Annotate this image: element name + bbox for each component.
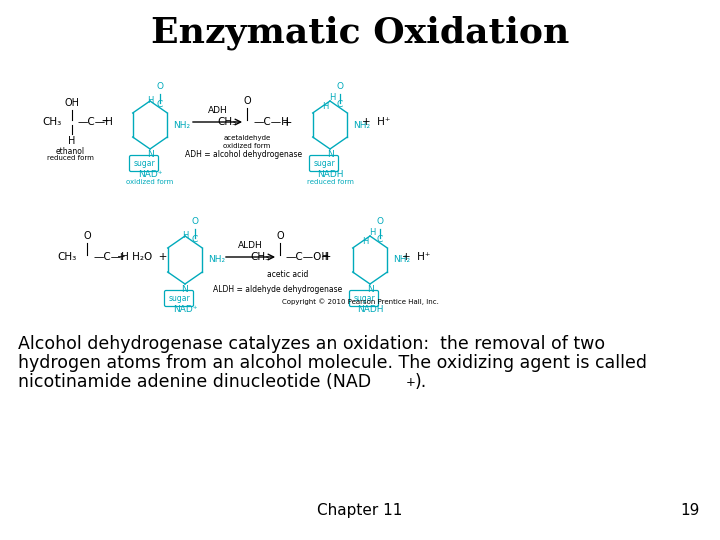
Text: –: – [102, 115, 109, 129]
Text: N: N [327, 150, 333, 159]
Text: acetaldehyde: acetaldehyde [223, 135, 271, 141]
Text: O: O [84, 231, 91, 241]
Text: O: O [276, 231, 284, 241]
Text: H: H [147, 96, 153, 105]
Text: CH₃: CH₃ [251, 252, 270, 262]
Text: ADH: ADH [207, 106, 228, 115]
Text: oxidized form: oxidized form [127, 179, 174, 185]
Text: CH₃: CH₃ [58, 252, 77, 262]
Text: —C—H: —C—H [78, 117, 114, 127]
Text: sugar: sugar [353, 294, 375, 303]
Text: acetic acid: acetic acid [267, 270, 309, 279]
Text: N: N [366, 285, 374, 294]
Text: C: C [192, 235, 198, 244]
Text: CH₃: CH₃ [217, 117, 237, 127]
Text: H: H [68, 136, 76, 146]
Text: NH₂: NH₂ [208, 255, 225, 265]
Text: +  H⁺: + H⁺ [402, 252, 431, 262]
Text: O: O [243, 96, 251, 106]
Text: reduced form: reduced form [307, 179, 354, 185]
Text: reduced form: reduced form [47, 155, 94, 161]
Text: sugar: sugar [133, 159, 155, 168]
Text: NH₂: NH₂ [353, 120, 370, 130]
Text: nicotinamide adenine dinucleotide (NAD: nicotinamide adenine dinucleotide (NAD [18, 373, 371, 391]
Text: ).: ). [415, 373, 427, 391]
FancyBboxPatch shape [164, 291, 194, 307]
Text: Copyright © 2010 Pearson Prentice Hall, Inc.: Copyright © 2010 Pearson Prentice Hall, … [282, 298, 438, 305]
Text: O: O [377, 218, 384, 226]
Text: +  H₂O  +: + H₂O + [117, 252, 167, 262]
Text: Chapter 11: Chapter 11 [318, 503, 402, 518]
Text: NAD⁺: NAD⁺ [138, 170, 162, 179]
Text: OH: OH [65, 98, 79, 108]
Text: N: N [181, 285, 189, 294]
Text: H: H [329, 93, 336, 102]
Text: 19: 19 [680, 503, 700, 518]
Text: O: O [192, 218, 199, 226]
Text: sugar: sugar [313, 159, 335, 168]
FancyBboxPatch shape [310, 156, 338, 172]
Text: NH₂: NH₂ [393, 255, 410, 265]
Text: O: O [336, 83, 343, 91]
Text: ethanol: ethanol [55, 147, 84, 156]
Text: NAD⁺: NAD⁺ [173, 305, 197, 314]
Text: —C—OH: —C—OH [286, 252, 330, 262]
Text: H: H [362, 237, 368, 246]
Text: NADH: NADH [356, 305, 383, 314]
Text: NADH: NADH [317, 170, 343, 179]
FancyBboxPatch shape [130, 156, 158, 172]
Text: +: + [406, 376, 416, 389]
Text: +: + [320, 251, 331, 264]
Text: H: H [322, 102, 328, 111]
Text: ADH = alcohol dehydrogenase: ADH = alcohol dehydrogenase [185, 150, 302, 159]
Text: sugar: sugar [168, 294, 190, 303]
Text: C: C [377, 235, 383, 244]
FancyBboxPatch shape [349, 291, 379, 307]
Text: +  H⁺: + H⁺ [362, 117, 390, 127]
Text: H: H [182, 231, 188, 240]
Text: —C—H: —C—H [253, 117, 289, 127]
Text: hydrogen atoms from an alcohol molecule. The oxidizing agent is called: hydrogen atoms from an alcohol molecule.… [18, 354, 647, 372]
Text: O: O [156, 83, 163, 91]
Text: oxidized form: oxidized form [223, 143, 271, 149]
Text: H: H [369, 228, 375, 237]
Text: ALDH: ALDH [238, 241, 263, 250]
Text: NH₂: NH₂ [173, 120, 190, 130]
Text: N: N [147, 150, 153, 159]
Text: CH₃: CH₃ [42, 117, 62, 127]
Text: C: C [337, 100, 343, 109]
Text: +: + [282, 116, 292, 129]
Text: Enzymatic Oxidation: Enzymatic Oxidation [150, 15, 570, 50]
Text: —C—H: —C—H [93, 252, 129, 262]
Text: ALDH = aldehyde dehydrogenase: ALDH = aldehyde dehydrogenase [213, 285, 342, 294]
Text: C: C [157, 100, 163, 109]
Text: Alcohol dehydrogenase catalyzes an oxidation:  the removal of two: Alcohol dehydrogenase catalyzes an oxida… [18, 335, 605, 353]
